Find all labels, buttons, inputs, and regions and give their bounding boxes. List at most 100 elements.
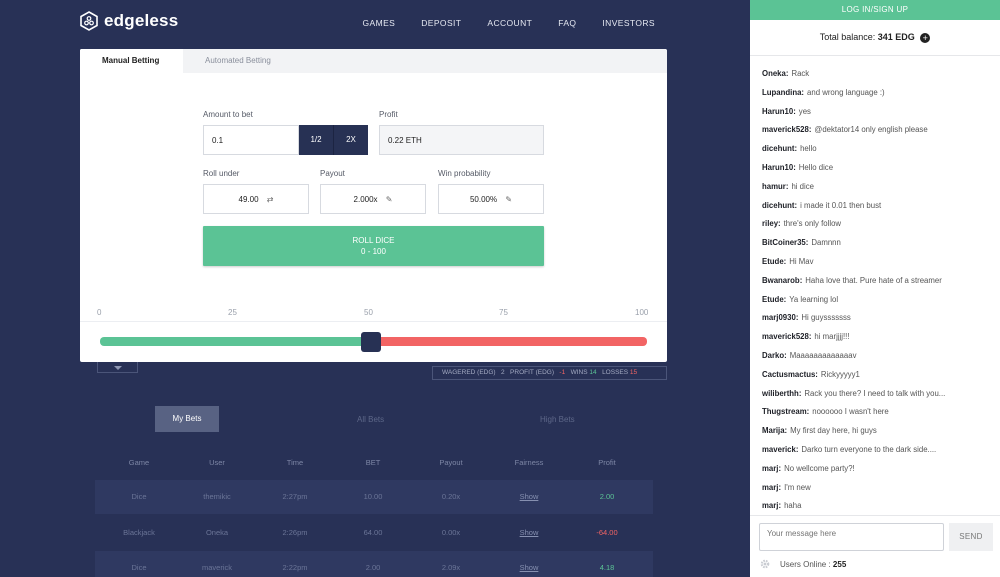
balance-value: 341 EDG bbox=[877, 32, 915, 42]
scale-tick: 50 bbox=[364, 308, 373, 317]
collapse-toggle[interactable] bbox=[97, 362, 138, 373]
roll-dice-button[interactable]: ROLL DICE 0 - 100 bbox=[203, 226, 544, 266]
fairness-show-link[interactable]: Show bbox=[519, 528, 539, 537]
roll-under-field[interactable]: 49.00 ⇄ bbox=[203, 184, 309, 214]
payout-value: 2.000x bbox=[353, 195, 378, 204]
fairness-show-link[interactable]: Show bbox=[519, 563, 539, 572]
profit-value: 0.22 ETH bbox=[379, 125, 544, 155]
chat-message-input[interactable] bbox=[759, 523, 944, 551]
wagered-value: 2 bbox=[501, 369, 505, 376]
losses-value: 15 bbox=[629, 369, 638, 376]
chat-username[interactable]: dicehunt: bbox=[762, 144, 798, 154]
chat-username[interactable]: hamur: bbox=[762, 181, 789, 191]
wins-value: 14 bbox=[589, 369, 597, 376]
nav-faq[interactable]: FAQ bbox=[558, 18, 577, 28]
nav-games[interactable]: GAMES bbox=[362, 18, 396, 28]
tab-all-bets[interactable]: All Bets bbox=[357, 415, 385, 424]
chat-username[interactable]: marj: bbox=[762, 501, 782, 511]
win-probability-value: 50.00% bbox=[469, 195, 498, 204]
send-button[interactable]: SEND bbox=[949, 523, 993, 551]
chat-username[interactable]: riley: bbox=[762, 219, 781, 229]
chat-username[interactable]: Harun10: bbox=[762, 162, 796, 172]
slider-handle[interactable] bbox=[361, 332, 382, 352]
chat-text: hello bbox=[800, 144, 817, 154]
nav-account[interactable]: ACCOUNT bbox=[487, 18, 533, 28]
col-fairness: Fairness bbox=[514, 458, 544, 467]
users-online: Users Online : 255 bbox=[780, 560, 846, 569]
col-payout: Payout bbox=[439, 458, 463, 467]
chat-username[interactable]: Lupandina: bbox=[762, 87, 805, 97]
cell-payout: 2.09x bbox=[441, 563, 461, 572]
login-signup-button[interactable]: LOG IN/SIGN UP bbox=[750, 0, 1000, 20]
table-row: Dice themikic 2:27pm 10.00 0.20x Show 2.… bbox=[95, 480, 653, 514]
tab-my-bets[interactable]: My Bets bbox=[155, 406, 219, 432]
double-bet-button[interactable]: 2X bbox=[334, 125, 368, 155]
chat-username[interactable]: maverick528: bbox=[762, 125, 812, 135]
chat-username[interactable]: dicehunt: bbox=[762, 200, 798, 210]
chat-message: BitCoiner35: Damnnn bbox=[762, 238, 994, 257]
chevron-down-icon[interactable] bbox=[114, 366, 122, 370]
chat-text: Ya learning lol bbox=[789, 294, 839, 304]
roll-dice-label: ROLL DICE bbox=[352, 236, 395, 245]
nav-deposit[interactable]: DEPOSIT bbox=[421, 18, 462, 28]
chat-message: Marija: My first day here, hi guys bbox=[762, 426, 994, 445]
chat-text: My first day here, hi guys bbox=[790, 426, 877, 436]
win-probability-field[interactable]: 50.00% ✎ bbox=[438, 184, 544, 214]
chat-sidebar: LOG IN/SIGN UP Total balance: 341 EDG + … bbox=[750, 0, 1000, 577]
divider bbox=[750, 55, 1000, 56]
chat-username[interactable]: maverick: bbox=[762, 444, 799, 454]
chat-username[interactable]: BitCoiner35: bbox=[762, 238, 809, 248]
slider-over-track[interactable] bbox=[368, 337, 647, 346]
chat-username[interactable]: marj0930: bbox=[762, 313, 799, 323]
chat-text: Rack you there? I need to talk with you.… bbox=[804, 388, 946, 398]
win-probability-label: Win probability bbox=[438, 169, 491, 178]
edit-pencil-icon[interactable]: ✎ bbox=[505, 195, 513, 204]
chat-text: noooooo I wasn't here bbox=[812, 407, 889, 417]
chat-username[interactable]: marj: bbox=[762, 482, 782, 492]
chat-username[interactable]: Harun10: bbox=[762, 106, 796, 116]
col-bet: BET bbox=[365, 458, 381, 467]
nav-investors[interactable]: INVESTORS bbox=[602, 18, 655, 28]
edit-pencil-icon[interactable]: ✎ bbox=[385, 195, 393, 204]
chat-username[interactable]: Bwanarob: bbox=[762, 275, 803, 285]
tab-high-bets[interactable]: High Bets bbox=[540, 415, 575, 424]
gear-icon[interactable] bbox=[759, 558, 771, 570]
chat-username[interactable]: Thugstream: bbox=[762, 407, 810, 417]
payout-field[interactable]: 2.000x ✎ bbox=[320, 184, 426, 214]
swap-arrows-icon[interactable]: ⇄ bbox=[266, 195, 274, 204]
scale-tick: 0 bbox=[97, 308, 102, 317]
slider-under-track[interactable] bbox=[100, 337, 369, 346]
fairness-show-link[interactable]: Show bbox=[519, 492, 539, 501]
chat-username[interactable]: Cactusmactus: bbox=[762, 369, 818, 379]
chat-text: No wellcome party?! bbox=[784, 463, 855, 473]
chat-text: and wrong language :) bbox=[807, 87, 885, 97]
chat-username[interactable]: Etude: bbox=[762, 256, 787, 266]
bets-table-header: Game User Time BET Payout Fairness Profi… bbox=[95, 458, 653, 468]
amount-input[interactable]: 0.1 bbox=[203, 125, 299, 155]
chat-message: wiliberthh: Rack you there? I need to tal… bbox=[762, 389, 994, 408]
session-stats: WAGERED (EDG) 2 PROFIT (EDG) -1 WINS 14 … bbox=[432, 366, 667, 380]
brand-logo[interactable]: edgeless bbox=[80, 11, 178, 31]
cell-user[interactable]: Oneka bbox=[205, 528, 229, 537]
chat-username[interactable]: wiliberthh: bbox=[762, 388, 802, 398]
cell-user[interactable]: maverick bbox=[201, 563, 233, 572]
cell-user[interactable]: themikic bbox=[203, 492, 231, 501]
chat-username[interactable]: maverick528: bbox=[762, 332, 812, 342]
chat-message: Etude: Hi Mav bbox=[762, 257, 994, 276]
chat-text: Maaaaaaaaaaaaav bbox=[789, 350, 857, 360]
chat-message: maverick528: @dektator14 only english ple… bbox=[762, 125, 994, 144]
tab-manual-betting[interactable]: Manual Betting bbox=[80, 49, 183, 73]
cell-time: 2:22pm bbox=[282, 563, 308, 572]
chat-username[interactable]: Darko: bbox=[762, 350, 787, 360]
chat-username[interactable]: Etude: bbox=[762, 294, 787, 304]
add-funds-plus-icon[interactable]: + bbox=[920, 33, 931, 43]
chat-username[interactable]: marj: bbox=[762, 463, 782, 473]
top-navigation: edgeless GAMES DEPOSIT ACCOUNT FAQ INVES… bbox=[0, 0, 750, 48]
users-online-label: Users Online : bbox=[780, 560, 831, 569]
chat-message: dicehunt: i made it 0.01 then bust bbox=[762, 201, 994, 220]
chat-message: hamur: hi dice bbox=[762, 182, 994, 201]
chat-username[interactable]: Oneka: bbox=[762, 69, 789, 78]
tab-automated-betting[interactable]: Automated Betting bbox=[205, 56, 271, 65]
half-bet-button[interactable]: 1/2 bbox=[299, 125, 334, 155]
chat-username[interactable]: Marija: bbox=[762, 426, 788, 436]
